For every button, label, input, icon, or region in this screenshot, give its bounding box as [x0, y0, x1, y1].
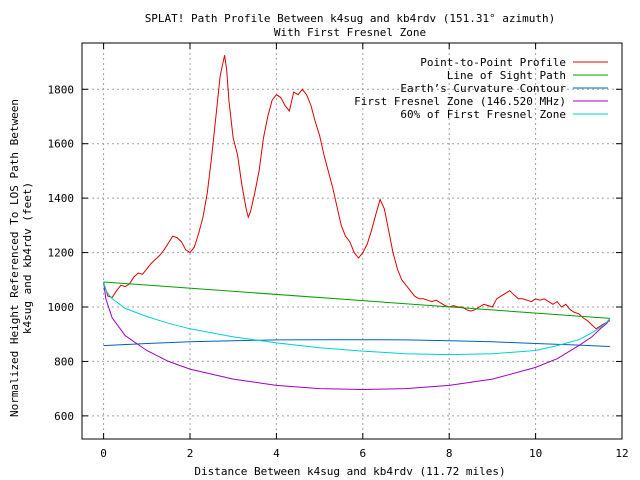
legend-label: Earth’s Curvature Contour [400, 82, 566, 95]
axis-ticks: 0 2 4 6 8 10 12 600 800 1000 1200 1400 1600 1800 [48, 43, 629, 460]
legend-label: First Fresnel Zone (146.520 MHz) [354, 95, 566, 108]
series-line-earth-s-curvature-contour [103, 339, 610, 347]
legend-entry-earth-s-curvature-contour: Earth’s Curvature Contour [400, 82, 608, 95]
x-tick-label: 2 [187, 447, 194, 460]
y-tick-label: 800 [54, 355, 74, 368]
legend-entry-point-to-point-profile: Point-to-Point Profile [420, 56, 608, 69]
x-axis-label: Distance Between k4sug and kb4rdv (11.72… [194, 465, 505, 478]
x-tick-label: 4 [273, 447, 280, 460]
y-tick-label: 600 [54, 410, 74, 423]
x-tick-label: 0 [100, 447, 107, 460]
y-axis-label-line2: k4sug and kb4rdv (feet) [21, 182, 34, 334]
x-tick-label: 12 [615, 447, 628, 460]
y-tick-label: 1800 [48, 83, 75, 96]
series-line-line-of-sight-path [103, 281, 610, 319]
x-tick-label: 10 [529, 447, 542, 460]
series-line-60-of-first-fresnel-zone [103, 281, 611, 356]
y-axis-label: Normalized Height Referenced To LOS Path… [8, 99, 34, 417]
x-tick-label: 6 [359, 447, 366, 460]
legend-entry-line-of-sight-path: Line of Sight Path [447, 69, 608, 82]
y-tick-label: 1400 [48, 192, 75, 205]
legend-entry-first-fresnel-zone-146-520-mhz: First Fresnel Zone (146.520 MHz) [354, 95, 608, 108]
y-tick-label: 1200 [48, 247, 75, 260]
legend-label: Line of Sight Path [447, 69, 566, 82]
plot-frame [81, 42, 623, 440]
chart-title: SPLAT! Path Profile Between k4sug and kb… [145, 12, 556, 25]
y-tick-label: 1600 [48, 138, 75, 151]
legend-label: Point-to-Point Profile [420, 56, 566, 69]
series-line-point-to-point-profile [103, 55, 611, 330]
series-line-first-fresnel-zone-146-520-mhz [103, 281, 611, 391]
data-series [103, 55, 611, 391]
legend-entry-60-of-first-fresnel-zone: 60% of First Fresnel Zone [400, 108, 608, 121]
chart-subtitle: With First Fresnel Zone [274, 26, 426, 39]
y-tick-label: 1000 [48, 301, 75, 314]
x-tick-label: 8 [446, 447, 453, 460]
legend-label: 60% of First Fresnel Zone [400, 108, 566, 121]
y-axis-label-line1: Normalized Height Referenced To LOS Path… [8, 99, 21, 417]
